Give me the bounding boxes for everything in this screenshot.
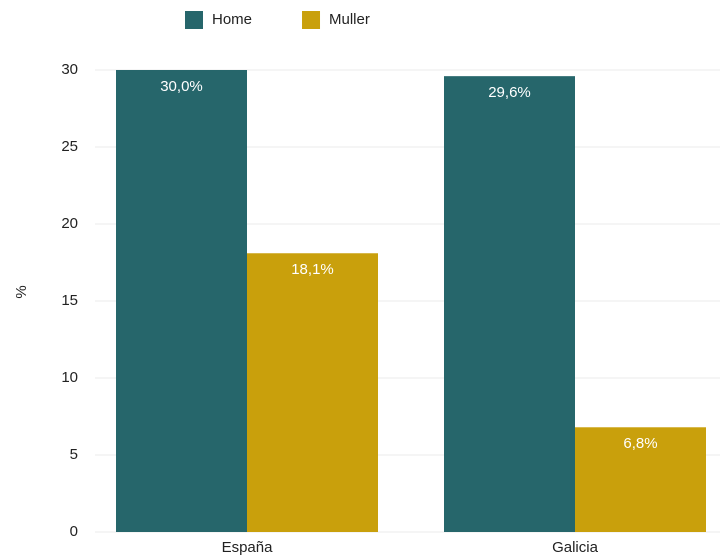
y-axis-label: % — [13, 285, 30, 298]
value-label: 30,0% — [160, 78, 203, 95]
y-tick-label: 25 — [61, 138, 78, 155]
legend-swatch — [302, 11, 321, 29]
y-tick-label: 0 — [70, 523, 78, 540]
legend-label: Home — [212, 11, 252, 28]
x-tick-label: Galicia — [552, 539, 599, 556]
value-label: 18,1% — [291, 261, 334, 278]
legend-label: Muller — [329, 11, 370, 28]
x-tick-label: España — [222, 539, 274, 556]
bar — [575, 427, 706, 532]
value-label: 6,8% — [623, 435, 657, 452]
y-tick-label: 10 — [61, 369, 78, 386]
bar — [247, 253, 378, 532]
bar — [444, 76, 575, 532]
y-tick-label: 5 — [70, 446, 78, 463]
bar — [116, 70, 247, 532]
legend-swatch — [185, 11, 203, 29]
y-tick-label: 20 — [61, 215, 78, 232]
y-tick-label: 30 — [61, 61, 78, 78]
y-tick-label: 15 — [61, 292, 78, 309]
value-label: 29,6% — [488, 84, 531, 101]
